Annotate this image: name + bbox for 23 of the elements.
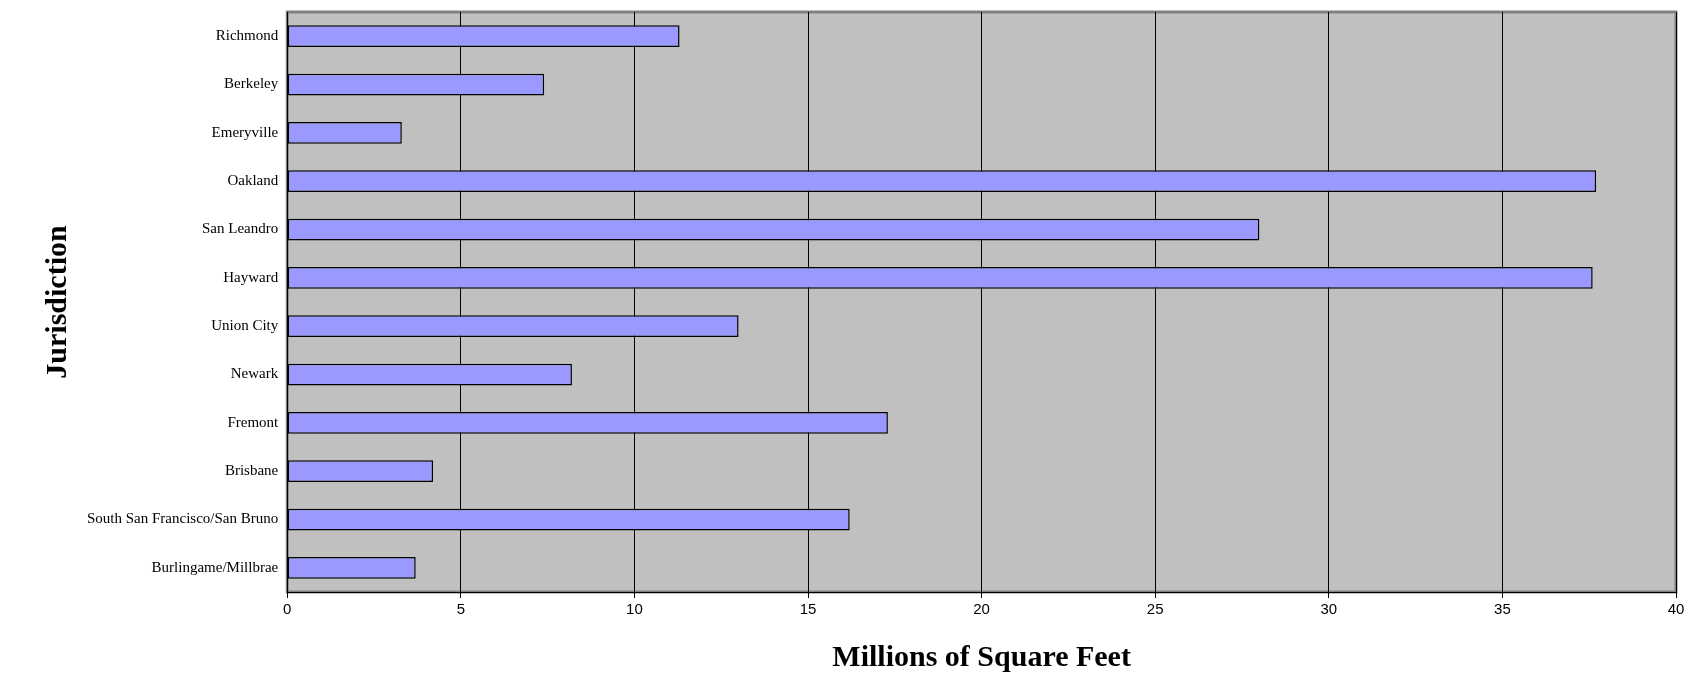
x-tick-label: 20	[973, 600, 990, 618]
y-tick-label: Brisbane	[224, 462, 279, 479]
y-tick-label: Emeryville	[211, 123, 279, 140]
y-tick-label: Fremont	[227, 413, 280, 430]
x-tick-label: 35	[1494, 600, 1511, 618]
y-tick-label: Union City	[211, 317, 279, 334]
x-tick-label: 5	[456, 600, 466, 618]
x-tick-label: 40	[1667, 600, 1685, 618]
y-tick-label: Berkeley	[224, 75, 279, 92]
y-tick-label: Oakland	[227, 172, 279, 189]
x-tick-label: 15	[799, 600, 817, 618]
y-tick-label: Richmond	[215, 27, 279, 44]
y-tick-label: Burlingame/Millbrae	[151, 558, 279, 575]
y-tick-label: South San Francisco/San Bruno	[86, 510, 279, 527]
y-axis-title: Jurisdiction	[38, 225, 72, 379]
x-tick-label: 10	[626, 600, 643, 618]
x-tick-label: 30	[1320, 600, 1338, 618]
y-tick-label: San Leandro	[202, 220, 279, 237]
x-tick-label: 0	[283, 600, 292, 618]
x-axis-title: Millions of Square Feet	[832, 638, 1131, 672]
x-tick-label: 25	[1146, 600, 1164, 618]
y-tick-label: Newark	[230, 365, 279, 382]
y-tick-label: Hayward	[223, 268, 279, 285]
